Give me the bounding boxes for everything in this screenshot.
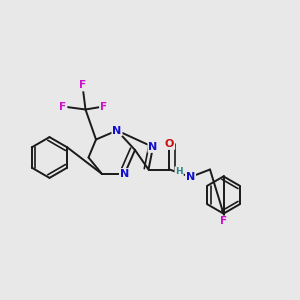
Text: O: O xyxy=(165,139,174,149)
Text: F: F xyxy=(220,216,227,226)
Text: N: N xyxy=(120,169,129,179)
Text: F: F xyxy=(100,101,107,112)
Text: F: F xyxy=(79,80,86,91)
Text: H: H xyxy=(175,167,183,176)
Text: N: N xyxy=(148,142,158,152)
Text: N: N xyxy=(112,125,122,136)
Text: N: N xyxy=(186,172,195,182)
Text: F: F xyxy=(59,101,67,112)
